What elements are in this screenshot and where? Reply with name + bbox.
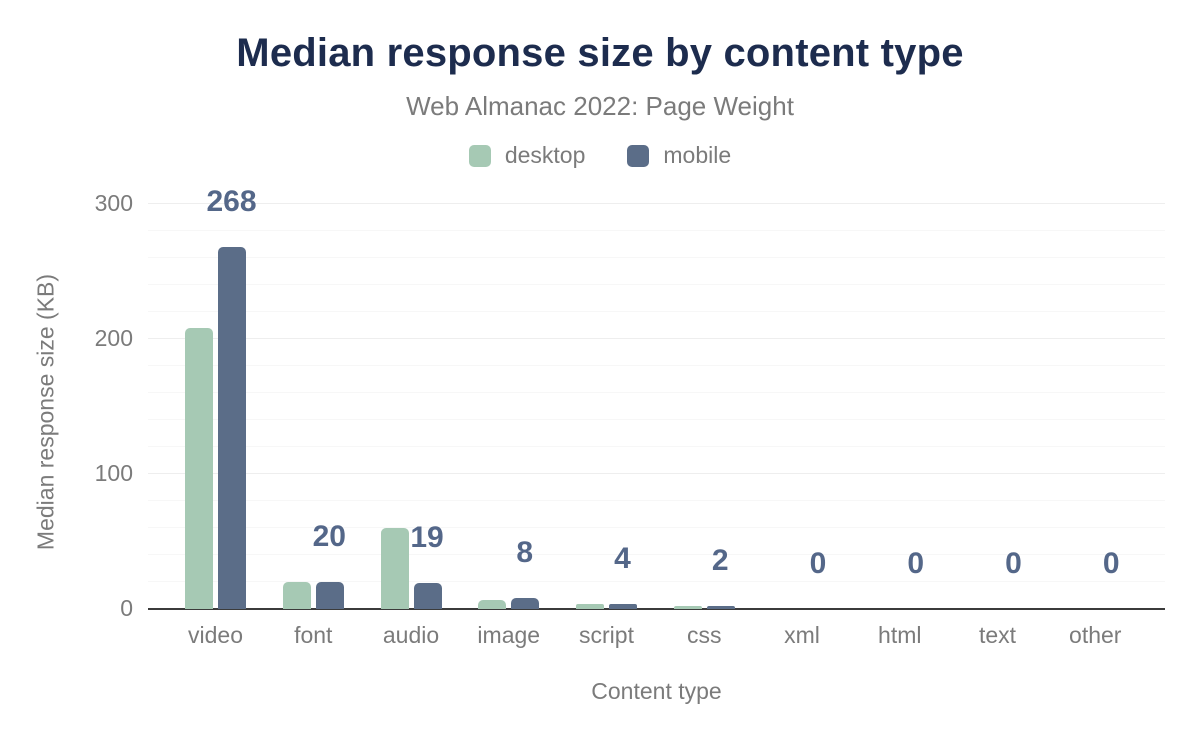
gridline-160: [148, 392, 1165, 393]
bar-mobile-css[interactable]: [706, 606, 735, 609]
gridline-120: [148, 446, 1165, 447]
legend-swatch-mobile: [627, 144, 650, 167]
legend: desktop mobile: [0, 142, 1200, 169]
gridline-220: [148, 311, 1165, 312]
bar-desktop-audio[interactable]: [380, 528, 409, 609]
legend-swatch-desktop: [468, 144, 491, 167]
gridline-180: [148, 365, 1165, 366]
gridline-100: [148, 473, 1165, 474]
value-label-text: 0: [1005, 547, 1022, 580]
value-label-video: 268: [206, 185, 257, 219]
legend-label-mobile: mobile: [663, 142, 732, 168]
x-tick-html: html: [878, 622, 922, 648]
bar-mobile-image[interactable]: [511, 598, 540, 609]
x-tick-script: script: [579, 622, 634, 648]
gridline-80: [148, 500, 1165, 501]
chart-subtitle: Web Almanac 2022: Page Weight: [406, 91, 794, 121]
gridline-40: [148, 554, 1165, 555]
x-tick-text: text: [978, 622, 1017, 648]
y-tick-100: 100: [94, 460, 133, 486]
bar-desktop-font[interactable]: [282, 582, 311, 609]
legend-label-desktop: desktop: [504, 142, 586, 168]
x-tick-xml: xml: [784, 622, 820, 648]
value-label-script: 4: [614, 541, 631, 575]
bar-desktop-css[interactable]: [673, 606, 702, 609]
bar-desktop-video[interactable]: [185, 328, 213, 609]
bar-desktop-image[interactable]: [478, 599, 507, 609]
value-label-other: 0: [1102, 547, 1120, 580]
chart-title: Median response size by content type: [236, 31, 964, 75]
x-tick-audio: audio: [382, 622, 440, 648]
x-tick-css: css: [687, 622, 722, 648]
legend-item-desktop[interactable]: desktop: [468, 142, 586, 169]
y-tick-300: 300: [94, 190, 133, 216]
bar-mobile-font[interactable]: [315, 582, 344, 609]
gridline-60: [148, 527, 1165, 528]
bar-desktop-script[interactable]: [576, 603, 604, 609]
y-tick-0: 0: [120, 595, 133, 621]
gridline-140: [148, 419, 1165, 420]
x-tick-other: other: [1069, 622, 1122, 648]
gridline-20: [148, 581, 1165, 582]
x-tick-video: video: [188, 622, 243, 648]
gridline-280: [148, 230, 1165, 231]
gridline-260: [148, 257, 1165, 258]
gridline-300: [148, 203, 1165, 204]
x-tick-image: image: [477, 622, 541, 648]
x-axis-line: [148, 608, 1165, 610]
gridline-240: [148, 284, 1165, 285]
value-label-xml: 0: [809, 547, 827, 580]
plot-area: 0 100 200 300 video 268 font 20 audio 19 image 8 scr…: [95, 187, 1165, 648]
value-label-image: 8: [516, 536, 534, 570]
bar-mobile-script[interactable]: [609, 603, 637, 609]
x-tick-font: font: [294, 622, 333, 648]
value-label-audio: 19: [410, 521, 444, 555]
x-axis-title: Content type: [591, 678, 722, 704]
legend-item-mobile[interactable]: mobile: [627, 142, 731, 169]
bar-mobile-audio[interactable]: [413, 583, 442, 609]
y-axis-title: Median response size (KB): [32, 273, 59, 551]
value-label-css: 2: [711, 544, 729, 578]
y-tick-200: 200: [94, 325, 133, 351]
bar-mobile-video[interactable]: [218, 247, 246, 609]
gridline-200: [148, 338, 1165, 339]
value-label-font: 20: [312, 520, 346, 553]
value-label-html: 0: [907, 547, 925, 580]
